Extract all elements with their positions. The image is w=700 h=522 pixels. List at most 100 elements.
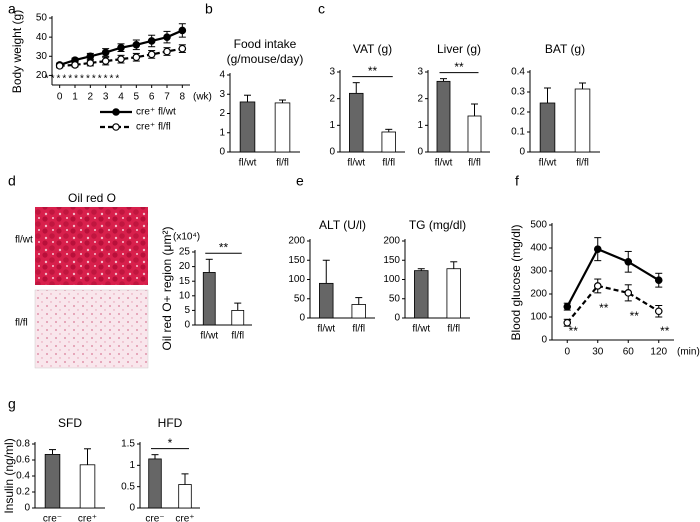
x-tick-label: 60 xyxy=(623,347,635,358)
bar xyxy=(274,102,291,153)
y-tick-label: 0 xyxy=(394,313,400,324)
data-point xyxy=(147,50,156,59)
panel-label: e xyxy=(296,173,304,189)
y-tick-label: 100 xyxy=(383,274,400,285)
x-tick-label: fl/fl xyxy=(352,324,365,335)
x-tick-label: fl/wt xyxy=(435,158,453,169)
y-tick-label: 2 xyxy=(329,93,335,104)
panel-label: a xyxy=(8,1,16,17)
y-tick-label: 0 xyxy=(417,147,423,158)
x-tick-label: 6 xyxy=(149,92,155,103)
y-tick-label: 2 xyxy=(417,93,423,104)
y-tick-label: 3 xyxy=(417,67,423,78)
y-tick-label: 0 xyxy=(541,335,547,346)
chart-title: BAT (g) xyxy=(545,42,585,56)
bar xyxy=(446,268,461,319)
significance-label: ** xyxy=(660,324,670,338)
chart-title: TG (mg/dl) xyxy=(409,218,466,232)
data-point xyxy=(178,44,187,53)
y-tick-label: 4 xyxy=(219,70,225,81)
y-tick-label: 0.8 xyxy=(16,439,30,450)
y-axis-label: Body weight (g) xyxy=(10,10,24,93)
data-point xyxy=(654,307,663,316)
chart-title: SFD xyxy=(58,416,82,430)
y-tick-label: 100 xyxy=(288,274,305,285)
y-tick-label: 10 xyxy=(179,290,191,301)
data-point xyxy=(624,289,633,297)
x-tick-label: fl/fl xyxy=(276,158,289,169)
y-tick-label: 1.5 xyxy=(121,439,135,450)
data-point xyxy=(132,40,141,49)
stain-image-flwt xyxy=(35,207,148,285)
x-tick-label: 30 xyxy=(592,347,604,358)
x-tick-label: cre⁻ xyxy=(145,514,164,522)
legend-label: cre⁺ fl/fl xyxy=(136,122,171,133)
significance-label: ** xyxy=(454,60,464,74)
chart-subtitle: (g/mouse/day) xyxy=(227,52,304,66)
y-tick-label: 0 xyxy=(129,503,135,514)
y-tick-label: 200 xyxy=(383,236,400,247)
bar xyxy=(44,453,61,509)
bar xyxy=(202,272,216,326)
y-tick-label: 1 xyxy=(417,120,423,131)
data-point xyxy=(101,57,110,65)
x-tick-label: fl/wt xyxy=(347,158,365,169)
x-tick-label: fl/fl xyxy=(447,324,460,335)
y-tick-label: 30 xyxy=(36,51,48,62)
x-tick-label: 5 xyxy=(134,92,140,103)
y-tick-label: 20 xyxy=(36,70,48,81)
x-tick-label: fl/wt xyxy=(239,158,257,169)
data-point xyxy=(117,55,125,63)
x-tick-label: 3 xyxy=(103,92,109,103)
significance-label: ** xyxy=(368,64,378,78)
series-line xyxy=(59,47,183,67)
y-tick-label: 0 xyxy=(329,147,335,158)
data-point xyxy=(624,257,633,266)
x-tick-label: 1 xyxy=(72,92,78,103)
y-tick-label: 1 xyxy=(129,460,135,471)
y-tick-label: 150 xyxy=(288,255,305,266)
y-tick-label: 0.5 xyxy=(121,481,135,492)
panel-label: b xyxy=(205,1,213,17)
significance-label: ** xyxy=(569,324,579,338)
data-point xyxy=(654,276,663,285)
bar xyxy=(574,88,591,153)
chart-title: Liver (g) xyxy=(437,42,481,56)
data-point xyxy=(55,62,64,70)
y-tick-label: 1 xyxy=(219,127,225,138)
data-point xyxy=(563,302,572,311)
y-axis-label: Blood glucose (mg/dl) xyxy=(509,224,523,340)
x-tick-label: fl/fl xyxy=(231,331,244,342)
series-line xyxy=(566,247,660,308)
x-tick-label: 7 xyxy=(164,92,170,103)
x-tick-label: fl/wt xyxy=(412,324,430,335)
chart-title: VAT (g) xyxy=(353,42,392,56)
y-tick-label: 40 xyxy=(36,32,48,43)
panel-label: c xyxy=(318,1,325,17)
x-unit: (min) xyxy=(677,347,700,358)
y-tick-label: 5 xyxy=(184,305,190,316)
y-tick-label: 400 xyxy=(530,243,547,254)
bar xyxy=(239,101,256,153)
bar xyxy=(436,80,451,153)
chart-title: ALT (U/l) xyxy=(319,218,366,232)
x-tick-label: 4 xyxy=(118,92,124,103)
x-tick-label: fl/fl xyxy=(382,158,395,169)
y-tick-label: 300 xyxy=(530,266,547,277)
data-point xyxy=(101,48,110,57)
y-tick-label: 0 xyxy=(24,503,30,514)
bar xyxy=(319,282,334,319)
y-tick-label: 200 xyxy=(288,236,305,247)
x-tick-label: 2 xyxy=(88,92,94,103)
bar xyxy=(381,131,396,153)
panel-label: d xyxy=(8,173,16,189)
x-tick-label: fl/fl xyxy=(468,158,481,169)
significance-label: ** xyxy=(599,301,609,315)
data-point xyxy=(163,47,171,56)
legend-marker xyxy=(112,108,120,116)
stain-image-flfl xyxy=(34,289,149,369)
y-tick-label: 20 xyxy=(179,261,191,272)
y-axis-label: Insulin (ng/ml) xyxy=(2,438,16,513)
image-row-label: fl/fl xyxy=(15,318,28,329)
